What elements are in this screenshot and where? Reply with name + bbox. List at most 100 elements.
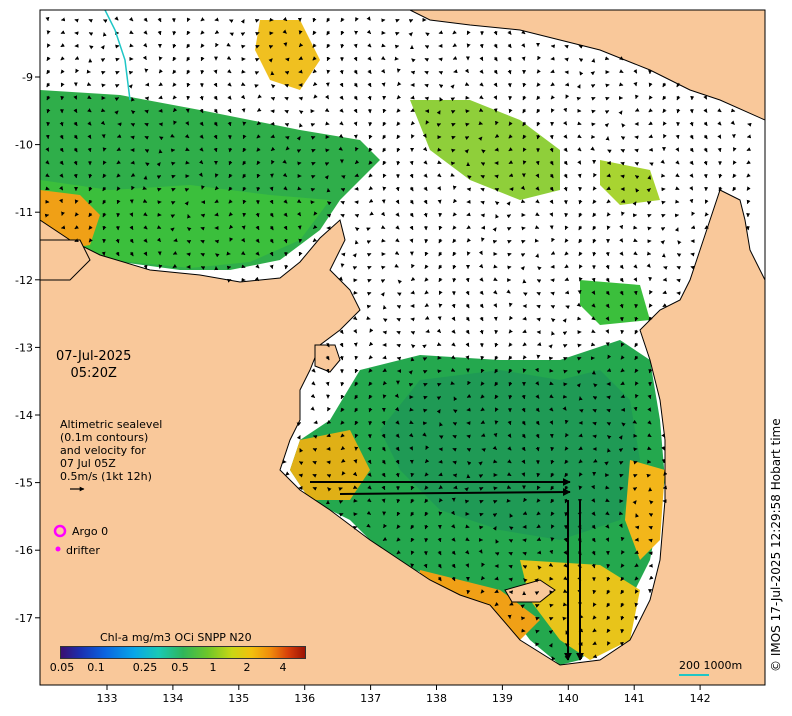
velocity-arrow: [521, 30, 526, 35]
velocity-arrow: [494, 394, 499, 400]
velocity-arrow: [214, 185, 220, 191]
velocity-arrow: [338, 276, 343, 281]
velocity-arrow: [577, 121, 582, 126]
velocity-arrow: [354, 159, 360, 165]
velocity-arrow: [562, 344, 568, 348]
velocity-arrow: [675, 186, 680, 191]
velocity-arrow: [592, 212, 597, 218]
velocity-arrow: [367, 266, 372, 270]
velocity-arrow: [436, 409, 441, 414]
velocity-arrow: [480, 589, 485, 594]
longitude-tick-label: 138: [426, 692, 447, 705]
velocity-arrow: [507, 43, 512, 49]
velocity-arrow: [618, 461, 624, 465]
altimetry-line: 0.5m/s (1kt 12h): [60, 470, 152, 483]
velocity-arrow: [114, 16, 119, 21]
velocity-arrow: [143, 251, 148, 257]
velocity-arrow: [353, 328, 358, 334]
velocity-arrow: [394, 250, 400, 255]
velocity-arrow: [451, 576, 456, 582]
velocity-arrow: [732, 147, 737, 152]
velocity-arrow: [492, 445, 498, 450]
velocity-arrow: [548, 562, 554, 567]
velocity-arrow: [229, 224, 234, 229]
velocity-arrow: [605, 316, 610, 321]
velocity-arrow: [437, 537, 442, 543]
velocity-arrow: [242, 160, 247, 166]
velocity-arrow: [425, 445, 430, 450]
velocity-arrow: [591, 303, 596, 308]
velocity-arrow: [438, 70, 444, 75]
velocity-arrow: [339, 82, 344, 88]
velocity-arrow: [508, 173, 514, 177]
velocity-arrow: [383, 523, 388, 529]
velocity-arrow: [578, 433, 583, 438]
velocity-arrow: [619, 56, 624, 61]
velocity-arrow: [465, 290, 470, 296]
velocity-arrow: [198, 159, 204, 165]
velocity-arrow: [689, 121, 694, 127]
velocity-arrow: [633, 81, 638, 87]
velocity-arrow: [703, 95, 708, 100]
velocity-arrow: [676, 278, 681, 283]
velocity-arrow: [689, 173, 694, 178]
velocity-arrow: [606, 212, 611, 217]
velocity-arrow: [311, 381, 316, 386]
velocity-arrow: [451, 303, 456, 309]
velocity-arrow: [591, 498, 596, 503]
velocity-arrow: [256, 160, 261, 165]
velocity-arrow: [648, 108, 653, 113]
velocity-arrow: [255, 31, 260, 36]
velocity-arrow: [242, 199, 247, 205]
velocity-arrow: [367, 459, 372, 465]
velocity-arrow: [326, 474, 332, 478]
velocity-arrow: [506, 289, 511, 294]
velocity-arrow: [465, 277, 470, 283]
velocity-arrow: [381, 420, 386, 426]
velocity-arrow: [647, 226, 652, 231]
velocity-arrow: [339, 69, 344, 75]
velocity-arrow: [340, 420, 345, 425]
velocity-arrow: [87, 95, 92, 100]
velocity-arrow: [605, 290, 610, 296]
velocity-arrow: [129, 212, 134, 217]
velocity-arrow: [214, 199, 219, 204]
velocity-arrow: [620, 550, 625, 555]
velocity-arrow: [619, 277, 624, 283]
velocity-arrow: [746, 160, 751, 165]
velocity-arrow: [438, 225, 443, 231]
velocity-arrow: [422, 357, 428, 362]
velocity-arrow: [396, 498, 401, 504]
velocity-arrow: [592, 409, 597, 413]
velocity-arrow: [605, 524, 610, 529]
velocity-arrow: [424, 524, 429, 530]
velocity-arrow: [423, 212, 428, 218]
velocity-arrow: [550, 498, 555, 504]
velocity-arrow: [283, 225, 288, 231]
velocity-arrow: [394, 406, 400, 412]
velocity-arrow: [508, 108, 513, 114]
velocity-arrow: [46, 95, 51, 101]
velocity-arrow: [480, 200, 485, 205]
velocity-arrow: [423, 382, 428, 387]
velocity-arrow: [381, 82, 386, 87]
velocity-arrow: [577, 357, 582, 361]
velocity-arrow: [619, 264, 624, 270]
velocity-arrow: [535, 629, 540, 634]
new-guinea-landmass: [409, 10, 765, 121]
velocity-arrow: [159, 136, 164, 141]
velocity-arrow: [479, 290, 484, 295]
velocity-arrow: [354, 355, 359, 361]
velocity-arrow: [156, 175, 162, 180]
velocity-arrow: [522, 147, 527, 152]
velocity-arrow: [592, 589, 597, 595]
velocity-arrow: [591, 511, 596, 516]
velocity-arrow: [591, 97, 596, 101]
velocity-arrow: [438, 30, 443, 35]
altimetry-line: (0.1m contours): [60, 431, 149, 444]
velocity-arrow: [662, 303, 667, 308]
colorbar-tick: 0.1: [87, 661, 105, 674]
velocity-arrow: [115, 238, 120, 244]
velocity-arrow: [620, 136, 626, 141]
velocity-arrow: [115, 251, 120, 257]
